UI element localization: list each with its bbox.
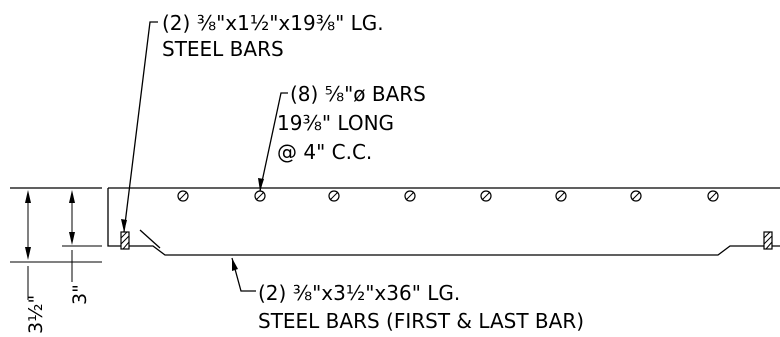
bearing-bar-outline — [10, 187, 780, 256]
note-bottom-flat-bars-line2: STEEL BARS (FIRST & LAST BAR) — [258, 309, 584, 333]
leader-round-bars — [258, 92, 288, 192]
dimension-inner-height-label: 3" — [69, 284, 91, 305]
note-round-bars-line1: (8) ⅝"ø BARS — [290, 82, 426, 106]
note-top-flat-bars-line1: (2) ⅜"x1½"x19⅜" LG. — [162, 11, 384, 35]
note-round-bars-line2: 19⅜" LONG — [277, 111, 394, 135]
round-bar — [480, 190, 492, 202]
leader-bottom-flat-bars — [231, 257, 256, 292]
dimension-overall-height — [10, 190, 102, 300]
round-bar — [630, 190, 642, 202]
round-bar — [555, 190, 567, 202]
round-bar — [404, 190, 416, 202]
dimension-overall-height-label: 3½" — [25, 295, 47, 334]
round-bar — [177, 190, 189, 202]
round-bar — [707, 190, 719, 202]
leader-top-flat-bars — [121, 21, 158, 233]
round-bar — [254, 190, 266, 202]
note-top-flat-bars-line2: STEEL BARS — [162, 37, 284, 61]
note-round-bars-line3: @ 4" C.C. — [277, 140, 372, 164]
dimension-inner-height — [62, 190, 102, 282]
note-bottom-flat-bars-line1: (2) ⅜"x3½"x36" LG. — [258, 281, 460, 305]
round-bar — [328, 190, 340, 202]
round-bar-row — [177, 190, 719, 202]
